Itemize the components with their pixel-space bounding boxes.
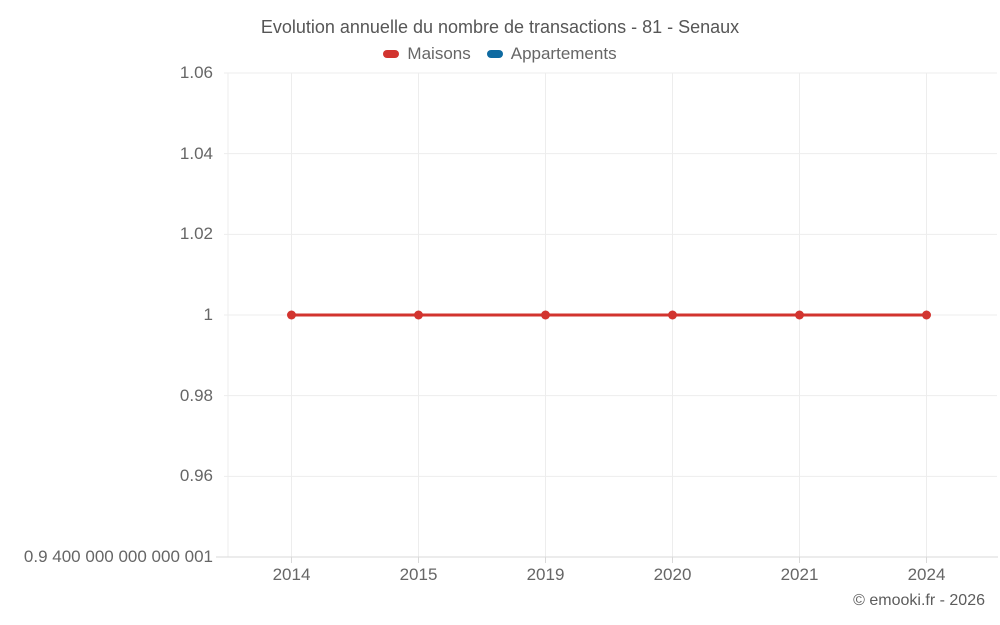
- data-point-maisons[interactable]: [668, 310, 677, 320]
- legend-item-appartements[interactable]: Appartements: [486, 44, 617, 64]
- x-axis-tick-label: 2015: [399, 565, 438, 584]
- y-axis-tick-label: 1.06: [179, 63, 213, 82]
- y-axis-tick-label: 0.96: [179, 466, 213, 486]
- appartements-swatch-icon: [486, 50, 503, 58]
- x-axis-tick-label: 2020: [653, 565, 692, 584]
- copyright-text: © emooki.fr - 2026: [853, 592, 985, 609]
- data-point-maisons[interactable]: [922, 310, 931, 320]
- y-axis-tick-label: 1.02: [179, 224, 213, 244]
- x-axis-tick-label: 2019: [526, 565, 565, 584]
- data-point-maisons[interactable]: [287, 310, 296, 320]
- y-axis-tick-label: 0.98: [179, 385, 213, 405]
- maisons-swatch-icon: [383, 50, 400, 58]
- x-axis-tick-label: 2024: [907, 565, 946, 584]
- data-point-maisons[interactable]: [541, 310, 550, 320]
- x-axis-tick-label: 2014: [272, 565, 311, 584]
- y-axis-tick-label: 1: [203, 305, 213, 324]
- y-axis-tick-label: 1.04: [179, 143, 213, 163]
- legend-label-appartements: Appartements: [510, 44, 617, 63]
- chart-title: Evolution annuelle du nombre de transact…: [260, 17, 740, 37]
- data-point-maisons[interactable]: [414, 310, 423, 320]
- legend-label-maisons: Maisons: [407, 44, 471, 63]
- legend-item-maisons[interactable]: Maisons: [383, 44, 471, 64]
- y-axis-tick-label: 0.9 400 000 000 000 001: [23, 547, 213, 566]
- data-point-maisons[interactable]: [795, 310, 804, 320]
- x-axis-tick-label: 2021: [780, 565, 819, 584]
- chart-legend: Maisons Appartements: [0, 44, 1000, 64]
